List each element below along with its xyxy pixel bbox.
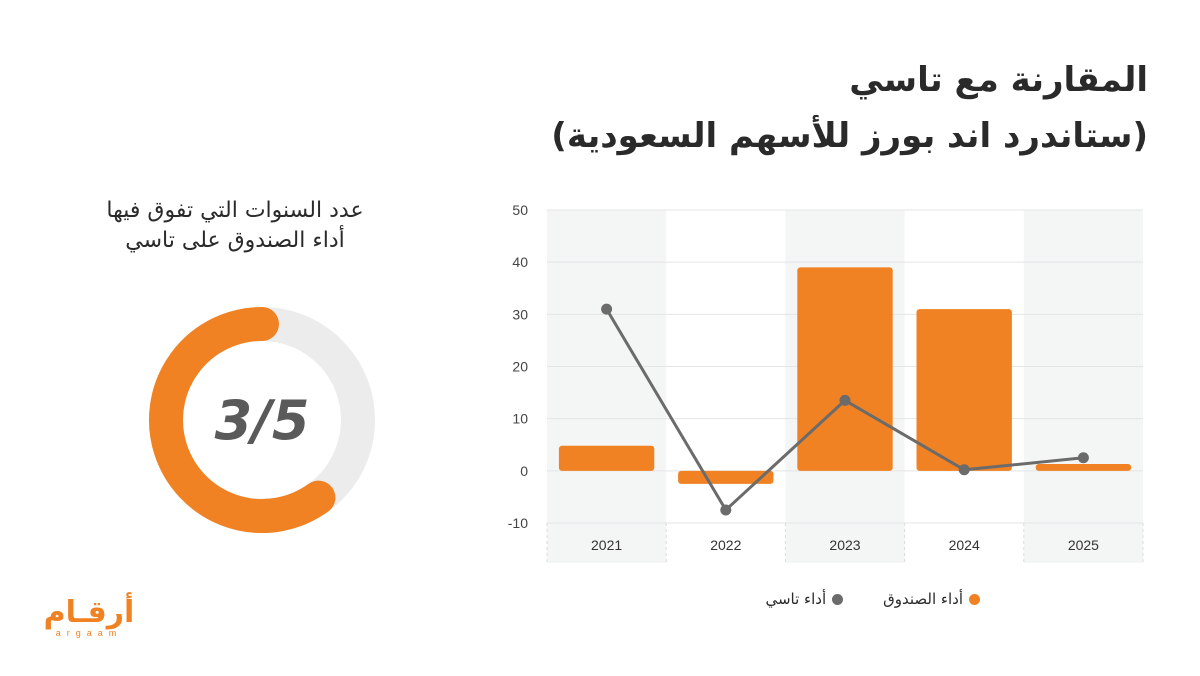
y-tick-label: 50 — [512, 202, 528, 218]
y-tick-label: -10 — [508, 515, 528, 531]
y-tick-label: 0 — [520, 463, 528, 479]
donut-chart — [149, 307, 375, 533]
donut-caption-line-2: أداء الصندوق على تاسي — [125, 228, 345, 253]
tasi-point-2024 — [958, 464, 970, 476]
tasi-point-2022 — [720, 504, 732, 516]
legend-tasi-label: أداء تاسي — [765, 590, 827, 608]
x-tick-label: 2021 — [591, 537, 622, 553]
logo-arabic: أرقـام — [43, 595, 135, 630]
donut-caption-line-1: عدد السنوات التي تفوق فيها — [106, 198, 364, 223]
bar-2024 — [916, 309, 1012, 471]
bar-2023 — [797, 267, 893, 471]
logo-latin: argaam — [55, 628, 123, 638]
x-tick-label: 2024 — [949, 537, 980, 553]
bar-2022 — [678, 470, 774, 484]
legend-item-tasi: أداء تاسي — [765, 590, 844, 608]
title-line-2: (ستاندرد اند بورز للأسهم السعودية) — [551, 116, 1148, 156]
chart-band — [1023, 210, 1143, 563]
x-tick-label: 2023 — [829, 537, 860, 553]
tasi-point-2021 — [601, 303, 613, 315]
y-tick-label: 40 — [512, 254, 528, 270]
y-tick-label: 30 — [512, 306, 528, 322]
title-line-1: المقارنة مع تاسي — [849, 60, 1148, 100]
legend-fund-dot — [969, 593, 980, 605]
x-tick-label: 2025 — [1068, 537, 1099, 553]
bar-2021 — [558, 445, 655, 471]
bar-2025 — [1035, 464, 1132, 471]
chart-band — [547, 210, 667, 563]
y-tick-label: 20 — [512, 359, 528, 375]
legend-tasi-dot — [832, 593, 844, 605]
combo-chart: 50 40 30 20 10 0 -10 2021 2022 2023 2024 2025 — [508, 202, 1144, 563]
x-tick-label: 2022 — [710, 537, 741, 553]
chart-legend: أداء الصندوق أداء تاسي — [740, 590, 980, 608]
donut-value: 3/5 — [214, 388, 310, 452]
tasi-point-2025 — [1077, 452, 1089, 464]
donut-progress-arc — [149, 307, 336, 533]
argaam-logo: أرقـام argaam — [34, 596, 144, 652]
tasi-point-2023 — [839, 394, 851, 406]
donut-caption: عدد السنوات التي تفوق فيها أداء الصندوق … — [60, 196, 410, 256]
y-tick-label: 10 — [512, 411, 528, 427]
chart-title: المقارنة مع تاسي (ستاندرد اند بورز للأسه… — [448, 52, 1148, 164]
legend-fund-label: أداء الصندوق — [883, 590, 963, 608]
legend-item-fund: أداء الصندوق — [883, 590, 980, 608]
